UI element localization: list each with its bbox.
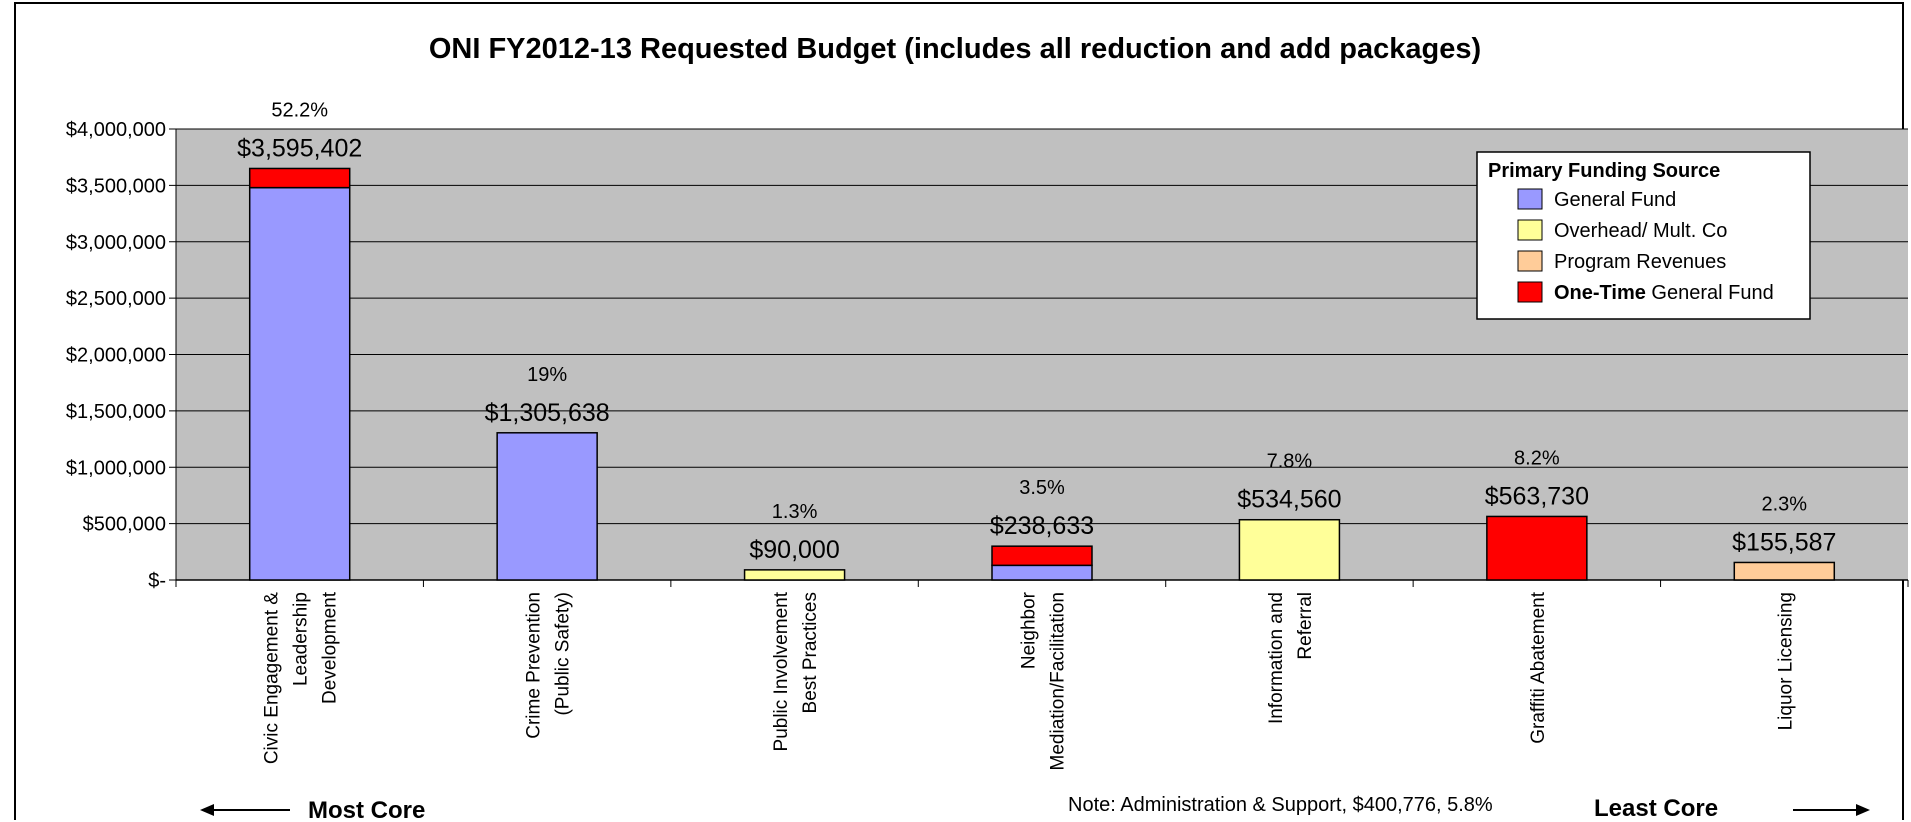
- bar-total-label: $3,595,402: [237, 134, 362, 162]
- legend-swatch-onetime: [1517, 281, 1543, 303]
- bar-percent-label: 8.2%: [1514, 447, 1560, 469]
- legend-title: Primary Funding Source: [1488, 160, 1720, 182]
- least-core-label: Least Core: [1594, 795, 1718, 822]
- category-label: Leadership: [291, 592, 312, 686]
- y-tick-label: $-: [148, 570, 166, 592]
- bar-segment-general: [248, 186, 351, 581]
- category-label: Civic Engagement &: [262, 592, 283, 764]
- bar-segment-general: [496, 432, 598, 581]
- category-label: Referral: [1295, 592, 1316, 660]
- y-tick-label: $500,000: [83, 514, 166, 536]
- legend-label-overhead: Overhead/ Mult. Co: [1554, 220, 1727, 242]
- category-label: Best Practices: [800, 592, 821, 713]
- bar-percent-label: 1.3%: [772, 501, 818, 523]
- most-core-label: Most Core: [308, 797, 425, 822]
- bar-percent-label: 2.3%: [1761, 493, 1807, 515]
- bar-segment-onetime: [248, 167, 351, 189]
- legend-swatch-program: [1517, 250, 1543, 272]
- most-core-arrow-icon: [200, 804, 214, 816]
- bar-segment-onetime: [991, 545, 1093, 567]
- y-tick-label: $3,500,000: [66, 175, 166, 197]
- category-label: Graffiti Abatement: [1528, 591, 1549, 743]
- bar-percent-label: 52.2%: [271, 99, 328, 121]
- bar-segment-overhead: [1238, 518, 1341, 581]
- bar-percent-label: 3.5%: [1019, 477, 1065, 499]
- y-tick-label: $3,000,000: [66, 232, 166, 254]
- category-label: Neighbor: [1019, 591, 1040, 669]
- bar-percent-label: 7.8%: [1267, 451, 1313, 473]
- category-label: Development: [320, 591, 341, 704]
- y-tick-label: $2,000,000: [66, 345, 166, 367]
- y-tick-label: $1,000,000: [66, 457, 166, 479]
- legend-label-onetime: One-Time General Fund: [1554, 282, 1774, 304]
- legend-swatch-general: [1517, 188, 1543, 210]
- bar-segment-onetime: [1486, 515, 1588, 581]
- category-label: Crime Prevention: [524, 592, 545, 739]
- bar-total-label: $238,633: [990, 512, 1094, 540]
- bar-total-label: $563,730: [1485, 482, 1589, 510]
- category-label: Liquor Licensing: [1775, 592, 1796, 730]
- legend-label-general: General Fund: [1554, 189, 1676, 211]
- bar-segment-general: [991, 564, 1093, 581]
- bar-segment-program: [1733, 561, 1836, 581]
- bar-total-label: $155,587: [1732, 528, 1836, 556]
- category-label: Public Involvement: [771, 591, 792, 751]
- y-tick-label: $1,500,000: [66, 401, 166, 423]
- bar-percent-label: 19%: [527, 364, 567, 386]
- bar-total-label: $534,560: [1237, 486, 1341, 514]
- category-label: (Public Safety): [553, 592, 574, 716]
- bar-total-label: $90,000: [749, 536, 839, 564]
- least-core-arrow-icon: [1856, 804, 1870, 816]
- chart-title: ONI FY2012-13 Requested Budget (includes…: [429, 33, 1481, 65]
- y-tick-label: $2,500,000: [66, 288, 166, 310]
- category-label: Information and: [1266, 592, 1287, 724]
- category-label: Mediation/Facilitation: [1048, 592, 1069, 770]
- legend-label-program: Program Revenues: [1554, 251, 1726, 273]
- admin-note: Note: Administration & Support, $400,776…: [1068, 794, 1493, 816]
- bar-total-label: $1,305,638: [485, 399, 610, 427]
- bar-segment-overhead: [743, 569, 846, 581]
- legend-swatch-overhead: [1517, 219, 1543, 241]
- y-tick-label: $4,000,000: [66, 119, 166, 141]
